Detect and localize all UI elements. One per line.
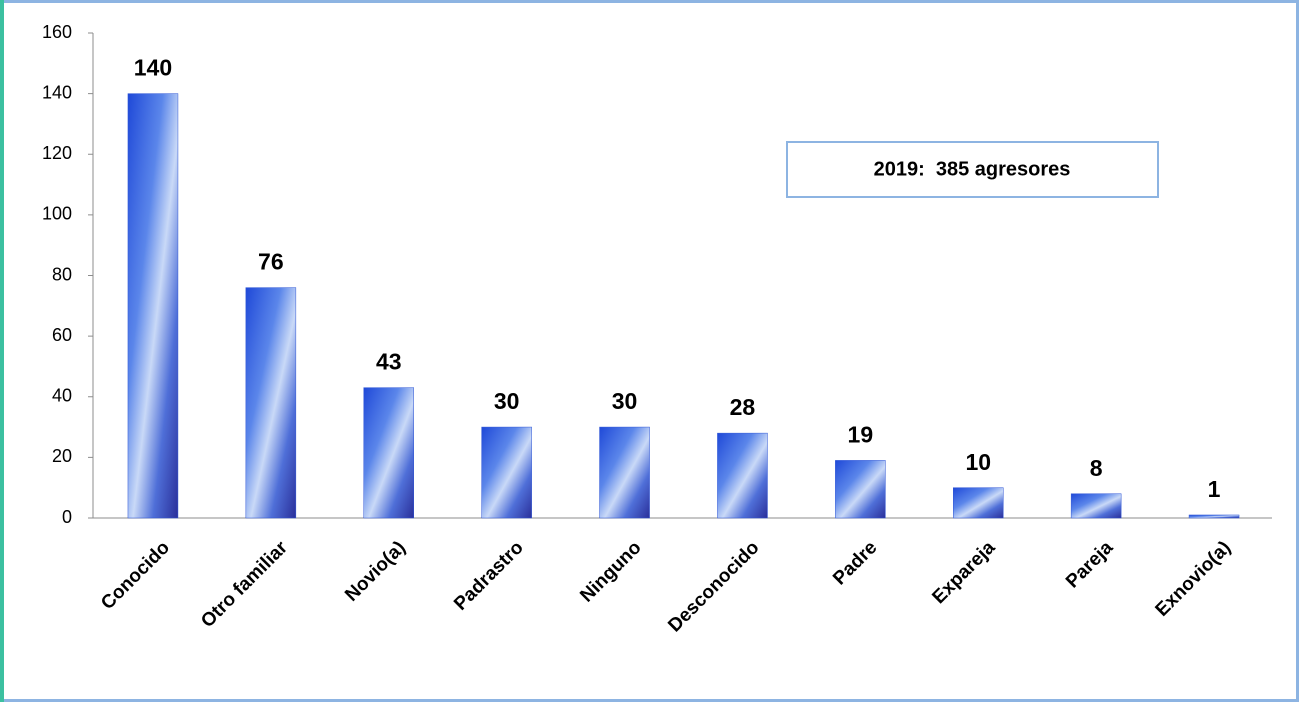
bar <box>1070 493 1122 519</box>
value-label: 1 <box>1208 476 1221 502</box>
x-tick-label: Exnovio(a) <box>1152 537 1236 621</box>
y-tick-label: 100 <box>42 204 72 224</box>
y-tick-label: 120 <box>42 143 72 163</box>
x-tick-label: Expareja <box>928 537 999 608</box>
value-label: 76 <box>258 249 284 275</box>
x-tick-label: Desconocido <box>664 537 763 636</box>
x-tick-label: Ninguno <box>576 537 645 606</box>
bar <box>953 487 1004 519</box>
x-tick-label: Pareja <box>1062 537 1117 592</box>
bar <box>717 432 768 519</box>
y-tick-label: 140 <box>42 82 72 102</box>
value-label: 28 <box>730 394 756 420</box>
x-tick-label: Padre <box>829 537 881 589</box>
value-label: 8 <box>1090 455 1103 481</box>
bar <box>835 460 886 519</box>
value-label: 30 <box>612 388 638 414</box>
x-tick-label: Padrastro <box>450 537 528 615</box>
value-label: 10 <box>965 449 991 475</box>
bar <box>481 426 532 519</box>
annotation-box <box>786 141 1159 198</box>
value-label: 43 <box>376 349 402 375</box>
y-tick-label: 0 <box>62 507 72 527</box>
value-label: 19 <box>848 421 874 447</box>
y-tick-label: 40 <box>52 386 72 406</box>
frame-left <box>0 0 4 702</box>
bar <box>599 426 650 519</box>
bar <box>127 93 179 519</box>
y-tick-label: 80 <box>52 264 72 284</box>
y-tick-label: 20 <box>52 446 72 466</box>
annotation: 2019: 385 agresores <box>874 158 1071 180</box>
bar <box>1188 514 1240 519</box>
value-label: 30 <box>494 388 520 414</box>
x-tick-label: Otro familiar <box>197 537 292 632</box>
x-tick-label: Novio(a) <box>341 537 410 606</box>
y-tick-label: 60 <box>52 325 72 345</box>
x-tick-label: Conocido <box>97 537 174 614</box>
y-tick-label: 160 <box>42 22 72 42</box>
value-label: 140 <box>134 55 172 81</box>
bar <box>363 387 414 519</box>
bar <box>245 287 297 519</box>
